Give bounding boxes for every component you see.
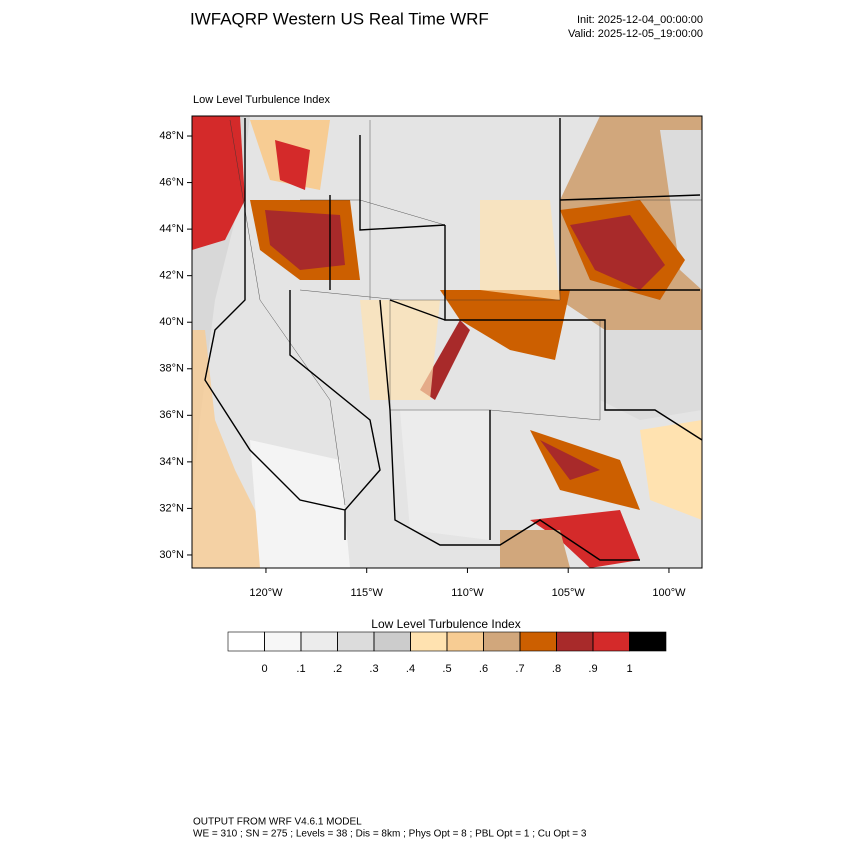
y-tick-label: 36°N (159, 409, 184, 421)
map-frame (191, 115, 703, 569)
colorbar-label: .3 (369, 663, 378, 675)
valid-time: Valid: 2025-12-05_19:00:00 (568, 28, 703, 40)
plot-subtitle: Low Level Turbulence Index (193, 94, 330, 106)
colorbar-label: 1 (626, 663, 632, 675)
colorbar-box (592, 631, 630, 652)
colorbar-label: .9 (588, 663, 597, 675)
y-tick-label: 38°N (159, 363, 184, 375)
colorbar-title: Low Level Turbulence Index (371, 617, 520, 631)
colorbar-box (300, 631, 338, 652)
footer-line: WE = 310 ; SN = 275 ; Levels = 38 ; Dis … (193, 829, 587, 840)
colorbar-box (227, 631, 265, 652)
colorbar-label: .5 (442, 663, 451, 675)
y-tick-label: 34°N (159, 456, 184, 468)
y-tick-label: 40°N (159, 316, 184, 328)
colorbar-label: .8 (552, 663, 561, 675)
title: IWFAQRP Western US Real Time WRF (190, 9, 489, 28)
init-time: Init: 2025-12-04_00:00:00 (577, 14, 703, 26)
colorbar-box (446, 631, 484, 652)
footer-line: OUTPUT FROM WRF V4.6.1 MODEL (193, 817, 362, 828)
x-tick-label: 110°W (451, 587, 484, 599)
x-tick-label: 120°W (249, 587, 283, 599)
map-field (192, 116, 702, 568)
colorbar-box (373, 631, 411, 652)
colorbar-box (519, 631, 557, 652)
colorbar-box (264, 631, 302, 652)
y-tick-label: 42°N (159, 270, 184, 282)
colorbar-label: .6 (479, 663, 488, 675)
x-tick-label: 115°W (351, 587, 384, 599)
colorbar-box (629, 631, 667, 652)
colorbar-label: .2 (333, 663, 342, 675)
colorbar-box (337, 631, 375, 652)
colorbar-label: .4 (406, 663, 415, 675)
colorbar-label: 0 (261, 663, 267, 675)
colorbar-box (483, 631, 521, 652)
y-tick-label: 48°N (159, 130, 184, 142)
colorbar-box (410, 631, 448, 652)
y-tick-label: 30°N (159, 549, 184, 561)
colorbar-label: .1 (296, 663, 305, 675)
y-tick-label: 44°N (159, 223, 184, 235)
x-tick-label: 105°W (552, 587, 586, 599)
x-tick-label: 100°W (652, 587, 686, 599)
y-tick-label: 32°N (159, 502, 184, 514)
y-tick-label: 46°N (159, 176, 184, 188)
colorbar-label: .7 (515, 663, 524, 675)
footer: OUTPUT FROM WRF V4.6.1 MODEL WE = 310 ; … (193, 817, 587, 840)
colorbar-box (556, 631, 594, 652)
